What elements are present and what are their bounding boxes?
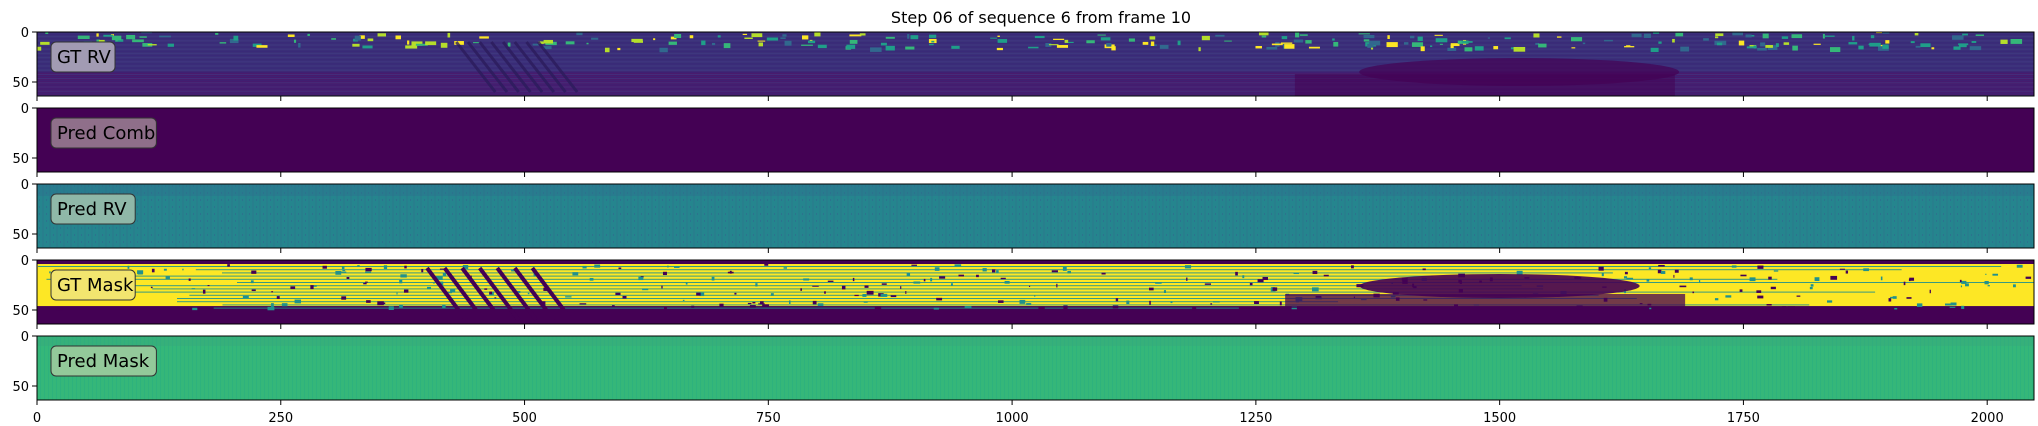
panel-label-box [50,41,116,73]
x-axis: 0 250 500 750 1000 1250 1500 1750 2000 [33,411,2004,426]
x-tick-label: 1500 [1483,411,1516,426]
panel-image [37,260,2034,324]
panel-image [37,32,2034,96]
panel-label-box [50,193,136,225]
panel-label: GT Mask [57,275,134,296]
panel-image [37,184,2034,248]
x-tick-label: 0 [33,411,41,426]
y-tick-label: 0 [21,26,29,41]
panel-frame [36,31,2035,97]
y-tick-label: 50 [12,76,29,91]
panel-pred-mask: 0 50 Pred Mask [12,330,2035,405]
chart-title: Step 06 of sequence 6 from frame 10 [891,8,1191,27]
y-tick-label: 0 [21,254,29,269]
x-tick-label: 250 [268,411,293,426]
x-tick-label: 1250 [1239,411,1272,426]
panel-frame [36,183,2035,249]
x-tick-label: 1750 [1727,411,1760,426]
panels: 0 50 GT RV 0 50 Pred Comb 0 50 Pred RV 0 50 GT Mask… [12,26,2035,405]
y-tick-label: 50 [12,228,29,243]
panel-label-box [50,345,157,377]
panel-frame [36,259,2035,325]
panel-image [37,108,2034,172]
y-tick-label: 0 [21,102,29,117]
x-tick-label: 1000 [996,411,1029,426]
x-tick-label: 750 [756,411,781,426]
panel-frame [36,107,2035,173]
panel-label: Pred Comb [57,123,155,144]
panel-label: Pred Mask [57,351,150,372]
y-tick-label: 50 [12,304,29,319]
panel-image [37,336,2034,400]
panel-gt-rv: 0 50 GT RV [12,26,2035,101]
x-tick-label: 500 [512,411,537,426]
panel-pred-rv: 0 50 Pred RV [12,178,2035,253]
panel-gt-mask: 0 50 GT Mask [12,254,2035,329]
y-tick-label: 0 [21,330,29,345]
panel-label: Pred RV [57,199,127,220]
panel-frame [36,335,2035,401]
panel-pred-comb: 0 50 Pred Comb [12,102,2035,177]
panel-label-box [50,269,136,301]
y-tick-label: 50 [12,152,29,167]
panel-label-box [50,117,157,149]
x-tick-label: 2000 [1971,411,2004,426]
y-tick-label: 50 [12,380,29,395]
panel-label: GT RV [57,47,112,68]
y-tick-label: 0 [21,178,29,193]
